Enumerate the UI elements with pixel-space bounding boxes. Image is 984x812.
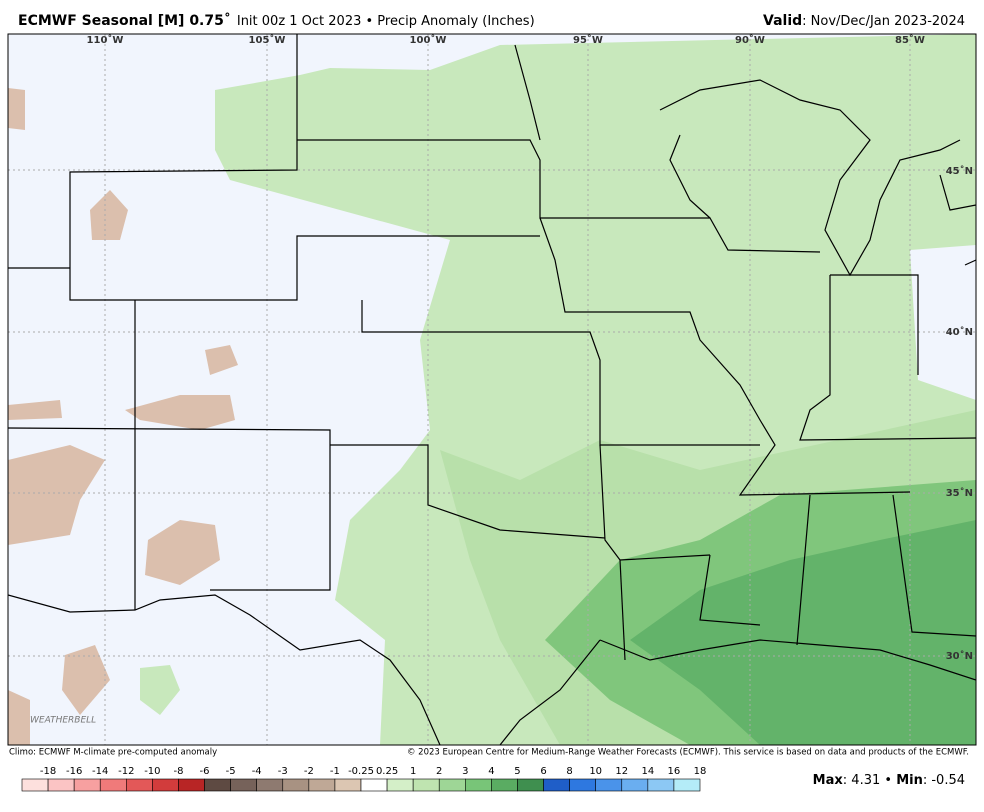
- longitude-label: 85˚W: [895, 34, 925, 46]
- colorbar-swatch: [73, 778, 101, 792]
- colorbar-swatch: [99, 778, 127, 792]
- max-sep: :: [843, 773, 852, 788]
- colorbar-label: -6: [200, 766, 210, 777]
- longitude-labels: 110˚W 105˚W 100˚W 95˚W 90˚W 85˚W: [87, 34, 925, 46]
- colorbar-swatch: [230, 778, 257, 792]
- valid-line: Valid: Nov/Dec/Jan 2023-2024: [763, 13, 965, 29]
- colorbar-label: 8: [566, 766, 572, 777]
- colorbar-label: -5: [226, 766, 236, 777]
- colorbar-swatch: [465, 778, 492, 792]
- sep: •: [880, 773, 896, 788]
- longitude-label: 105˚W: [249, 34, 286, 46]
- colorbar-swatch: [308, 778, 336, 792]
- colorbar-label: 5: [514, 766, 520, 777]
- colorbar-swatch: [438, 778, 466, 792]
- colorbar-swatch: [204, 778, 231, 792]
- colorbar-swatch: [543, 778, 570, 792]
- colorbar-label: 2: [436, 766, 442, 777]
- map-frame: [7, 33, 977, 746]
- colorbar-swatch: [126, 778, 153, 792]
- min-sep: :: [923, 773, 932, 788]
- colorbar-label: 3: [462, 766, 468, 777]
- watermark: WEATHERBELL: [30, 716, 96, 726]
- anomaly-highest: [630, 520, 976, 745]
- title-line: ECMWF Seasonal [M] 0.75˚ Init 00z 1 Oct 2…: [18, 12, 535, 29]
- colorbar-label: 6: [540, 766, 546, 777]
- colorbar-swatch: [21, 778, 49, 792]
- colorbar-label: -18: [40, 766, 56, 777]
- colorbar-swatch: [152, 778, 179, 792]
- colorbar-label: 14: [641, 766, 654, 777]
- latitude-labels: 45˚N 40˚N 35˚N 30˚N: [946, 165, 973, 662]
- min-value: -0.54: [931, 773, 965, 788]
- colorbar-label: -2: [304, 766, 314, 777]
- colorbar-label: -4: [252, 766, 262, 777]
- colorbar-swatch: [360, 778, 388, 792]
- anomaly-light-patch: [140, 665, 180, 715]
- colorbar-swatch: [595, 778, 623, 792]
- colorbar-label: 4: [488, 766, 494, 777]
- stats: Max: 4.31 • Min: -0.54: [813, 773, 965, 788]
- max-value: 4.31: [851, 773, 880, 788]
- longitude-label: 110˚W: [87, 34, 124, 46]
- anomaly-dry: [8, 88, 238, 745]
- colorbar-label: -12: [118, 766, 134, 777]
- map: 110˚W 105˚W 100˚W 95˚W 90˚W 85˚W 45˚N 40˚N 35˚N…: [7, 33, 977, 746]
- subtitle: Init 00z 1 Oct 2023 • Precip Anomaly (In…: [237, 14, 535, 29]
- colorbar-swatch: [491, 778, 518, 792]
- latitude-label: 30˚N: [946, 650, 973, 662]
- colorbar-swatch: [647, 778, 675, 792]
- colorbar-swatch: [282, 778, 310, 792]
- colorbar-swatch: [334, 778, 362, 792]
- colorbar-label: -0.25: [348, 766, 374, 777]
- climo-note: Climo: ECMWF M-climate pre-computed anom…: [9, 748, 217, 758]
- colorbar-label: -8: [173, 766, 183, 777]
- max-label: Max: [813, 773, 844, 788]
- longitude-label: 100˚W: [410, 34, 447, 46]
- colorbar: -18 -16 -14 -12 -10 -8 -6 -5 -4 -3 -2 -1 -0.25 0.25 1 2…: [21, 766, 707, 792]
- colorbar-swatch: [178, 778, 205, 792]
- state-borders: [8, 34, 976, 745]
- colorbar-label: -16: [66, 766, 82, 777]
- valid-value: : Nov/Dec/Jan 2023-2024: [802, 14, 965, 29]
- colorbar-swatch: [517, 778, 544, 792]
- colorbar-label: 10: [589, 766, 602, 777]
- colorbar-swatch: [569, 778, 596, 792]
- colorbar-label: -14: [92, 766, 108, 777]
- valid-label: Valid: [763, 13, 802, 29]
- longitude-label: 95˚W: [573, 34, 603, 46]
- min-label: Min: [896, 773, 923, 788]
- colorbar-label: -10: [144, 766, 160, 777]
- latitude-label: 35˚N: [946, 487, 973, 499]
- colorbar-label: -3: [278, 766, 288, 777]
- latitude-label: 40˚N: [946, 326, 973, 338]
- colorbar-label: -1: [330, 766, 340, 777]
- colorbar-swatch: [256, 778, 284, 792]
- longitude-label: 90˚W: [735, 34, 765, 46]
- colorbar-label: 12: [615, 766, 628, 777]
- colorbar-label: 18: [694, 766, 707, 777]
- colorbar-label: 0.25: [376, 766, 398, 777]
- colorbar-swatch: [621, 778, 649, 792]
- colorbar-swatch: [386, 778, 414, 792]
- colorbar-swatch: [47, 778, 75, 792]
- graticule: [8, 34, 976, 745]
- colorbar-swatch: [412, 778, 440, 792]
- anomaly-neutral: [910, 245, 976, 400]
- title: ECMWF Seasonal [M] 0.75˚: [18, 12, 231, 29]
- latitude-label: 45˚N: [946, 165, 973, 177]
- colorbar-label: 1: [410, 766, 416, 777]
- copyright: © 2023 European Centre for Medium-Range …: [407, 748, 969, 758]
- colorbar-swatch: [673, 778, 701, 792]
- colorbar-label: 16: [668, 766, 681, 777]
